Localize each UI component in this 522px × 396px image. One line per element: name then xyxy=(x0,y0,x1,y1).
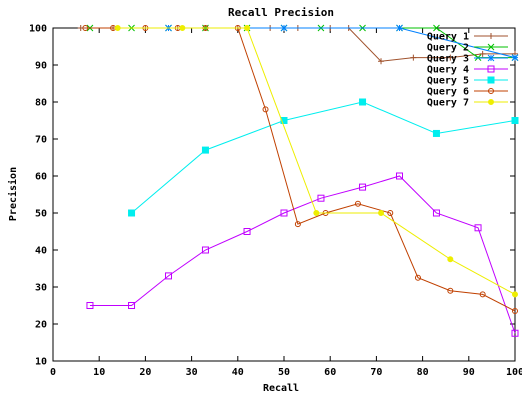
data-point xyxy=(396,172,403,180)
data-point xyxy=(179,25,186,31)
y-axis-label: Precision xyxy=(7,167,19,221)
data-point xyxy=(511,329,519,337)
series-query-5 xyxy=(128,98,519,217)
legend-marker xyxy=(487,65,495,73)
data-point xyxy=(86,302,94,309)
legend-marker xyxy=(488,99,494,105)
legend-entry-query-5: Query 5 xyxy=(427,76,508,87)
data-point xyxy=(280,117,288,124)
data-point xyxy=(432,129,440,137)
data-point xyxy=(432,209,440,217)
data-point xyxy=(128,209,136,217)
series-line xyxy=(89,175,516,334)
y-tick-label: 100 xyxy=(29,24,47,35)
series-query-7 xyxy=(114,25,518,298)
y-tick-label: 10 xyxy=(35,357,47,368)
data-point xyxy=(474,224,482,232)
data-point xyxy=(378,58,385,65)
y-tick-label: 30 xyxy=(35,283,47,294)
y-tick-label: 40 xyxy=(35,246,47,257)
data-point xyxy=(280,24,288,32)
x-tick-label: 10 xyxy=(93,367,105,378)
data-point xyxy=(317,194,325,202)
data-point xyxy=(447,256,454,263)
data-point xyxy=(387,210,394,216)
legend-marker xyxy=(487,54,495,62)
data-point xyxy=(243,228,251,235)
data-point xyxy=(354,200,361,207)
legend-label: Query 3 xyxy=(427,54,469,65)
series-line xyxy=(131,101,516,214)
y-tick-label: 70 xyxy=(35,135,47,146)
legend-label: Query 7 xyxy=(427,98,469,109)
data-point xyxy=(128,302,136,309)
y-tick-label: 80 xyxy=(35,98,47,109)
data-point xyxy=(433,24,440,32)
x-tick-label: 60 xyxy=(324,367,336,378)
legend-marker xyxy=(487,76,495,84)
data-point xyxy=(410,54,417,61)
series-query-4 xyxy=(86,172,519,337)
legend-label: Query 2 xyxy=(427,43,469,54)
data-point xyxy=(359,183,367,191)
x-axis-label: Recall xyxy=(263,383,299,394)
x-tick-label: 50 xyxy=(278,367,290,378)
data-point xyxy=(244,25,251,31)
legend-label: Query 4 xyxy=(427,65,469,76)
y-tick-label: 50 xyxy=(35,209,47,220)
data-point xyxy=(414,274,421,281)
legend-entry-query-6: Query 6 xyxy=(427,87,508,98)
x-tick-label: 20 xyxy=(139,367,151,378)
series-layer xyxy=(77,24,519,337)
data-point xyxy=(114,25,121,31)
data-point xyxy=(511,54,519,61)
x-tick-label: 40 xyxy=(232,367,244,378)
legend-entry-query-7: Query 7 xyxy=(427,98,508,109)
legend-label: Query 5 xyxy=(427,76,469,87)
legend-entry-query-3: Query 3 xyxy=(427,54,508,65)
data-point xyxy=(201,146,209,154)
x-tick-label: 100 xyxy=(506,367,522,378)
x-tick-label: 0 xyxy=(50,367,56,378)
data-point xyxy=(294,221,301,228)
legend-label: Query 6 xyxy=(427,87,469,98)
data-point xyxy=(479,291,486,298)
data-point xyxy=(511,117,519,124)
data-point xyxy=(479,50,486,57)
legend-marker xyxy=(488,33,494,39)
y-tick-label: 60 xyxy=(35,172,47,183)
chart-title: Recall Precision xyxy=(228,6,334,19)
data-point xyxy=(165,272,172,280)
data-point xyxy=(280,209,288,217)
legend-marker xyxy=(487,43,495,51)
data-point xyxy=(359,98,367,106)
data-point xyxy=(262,106,269,113)
legend-label: Query 1 xyxy=(427,32,469,43)
data-point xyxy=(82,25,89,31)
x-tick-label: 80 xyxy=(417,367,429,378)
data-point xyxy=(396,24,403,32)
y-tick-label: 90 xyxy=(35,61,47,72)
y-tick-label: 20 xyxy=(35,320,47,331)
data-point xyxy=(512,291,518,298)
x-tick-label: 70 xyxy=(370,367,382,378)
x-tick-label: 90 xyxy=(463,367,475,378)
data-point xyxy=(313,210,320,216)
data-point xyxy=(447,287,454,294)
data-point xyxy=(447,54,454,61)
data-point xyxy=(512,308,518,315)
data-point xyxy=(378,210,385,216)
legend-marker xyxy=(488,88,494,94)
legend-entry-query-2: Query 2 xyxy=(427,43,508,54)
legend-entry-query-4: Query 4 xyxy=(427,65,508,76)
data-point xyxy=(201,246,209,254)
legend-entry-query-1: Query 1 xyxy=(427,32,508,43)
x-tick-label: 30 xyxy=(186,367,198,378)
